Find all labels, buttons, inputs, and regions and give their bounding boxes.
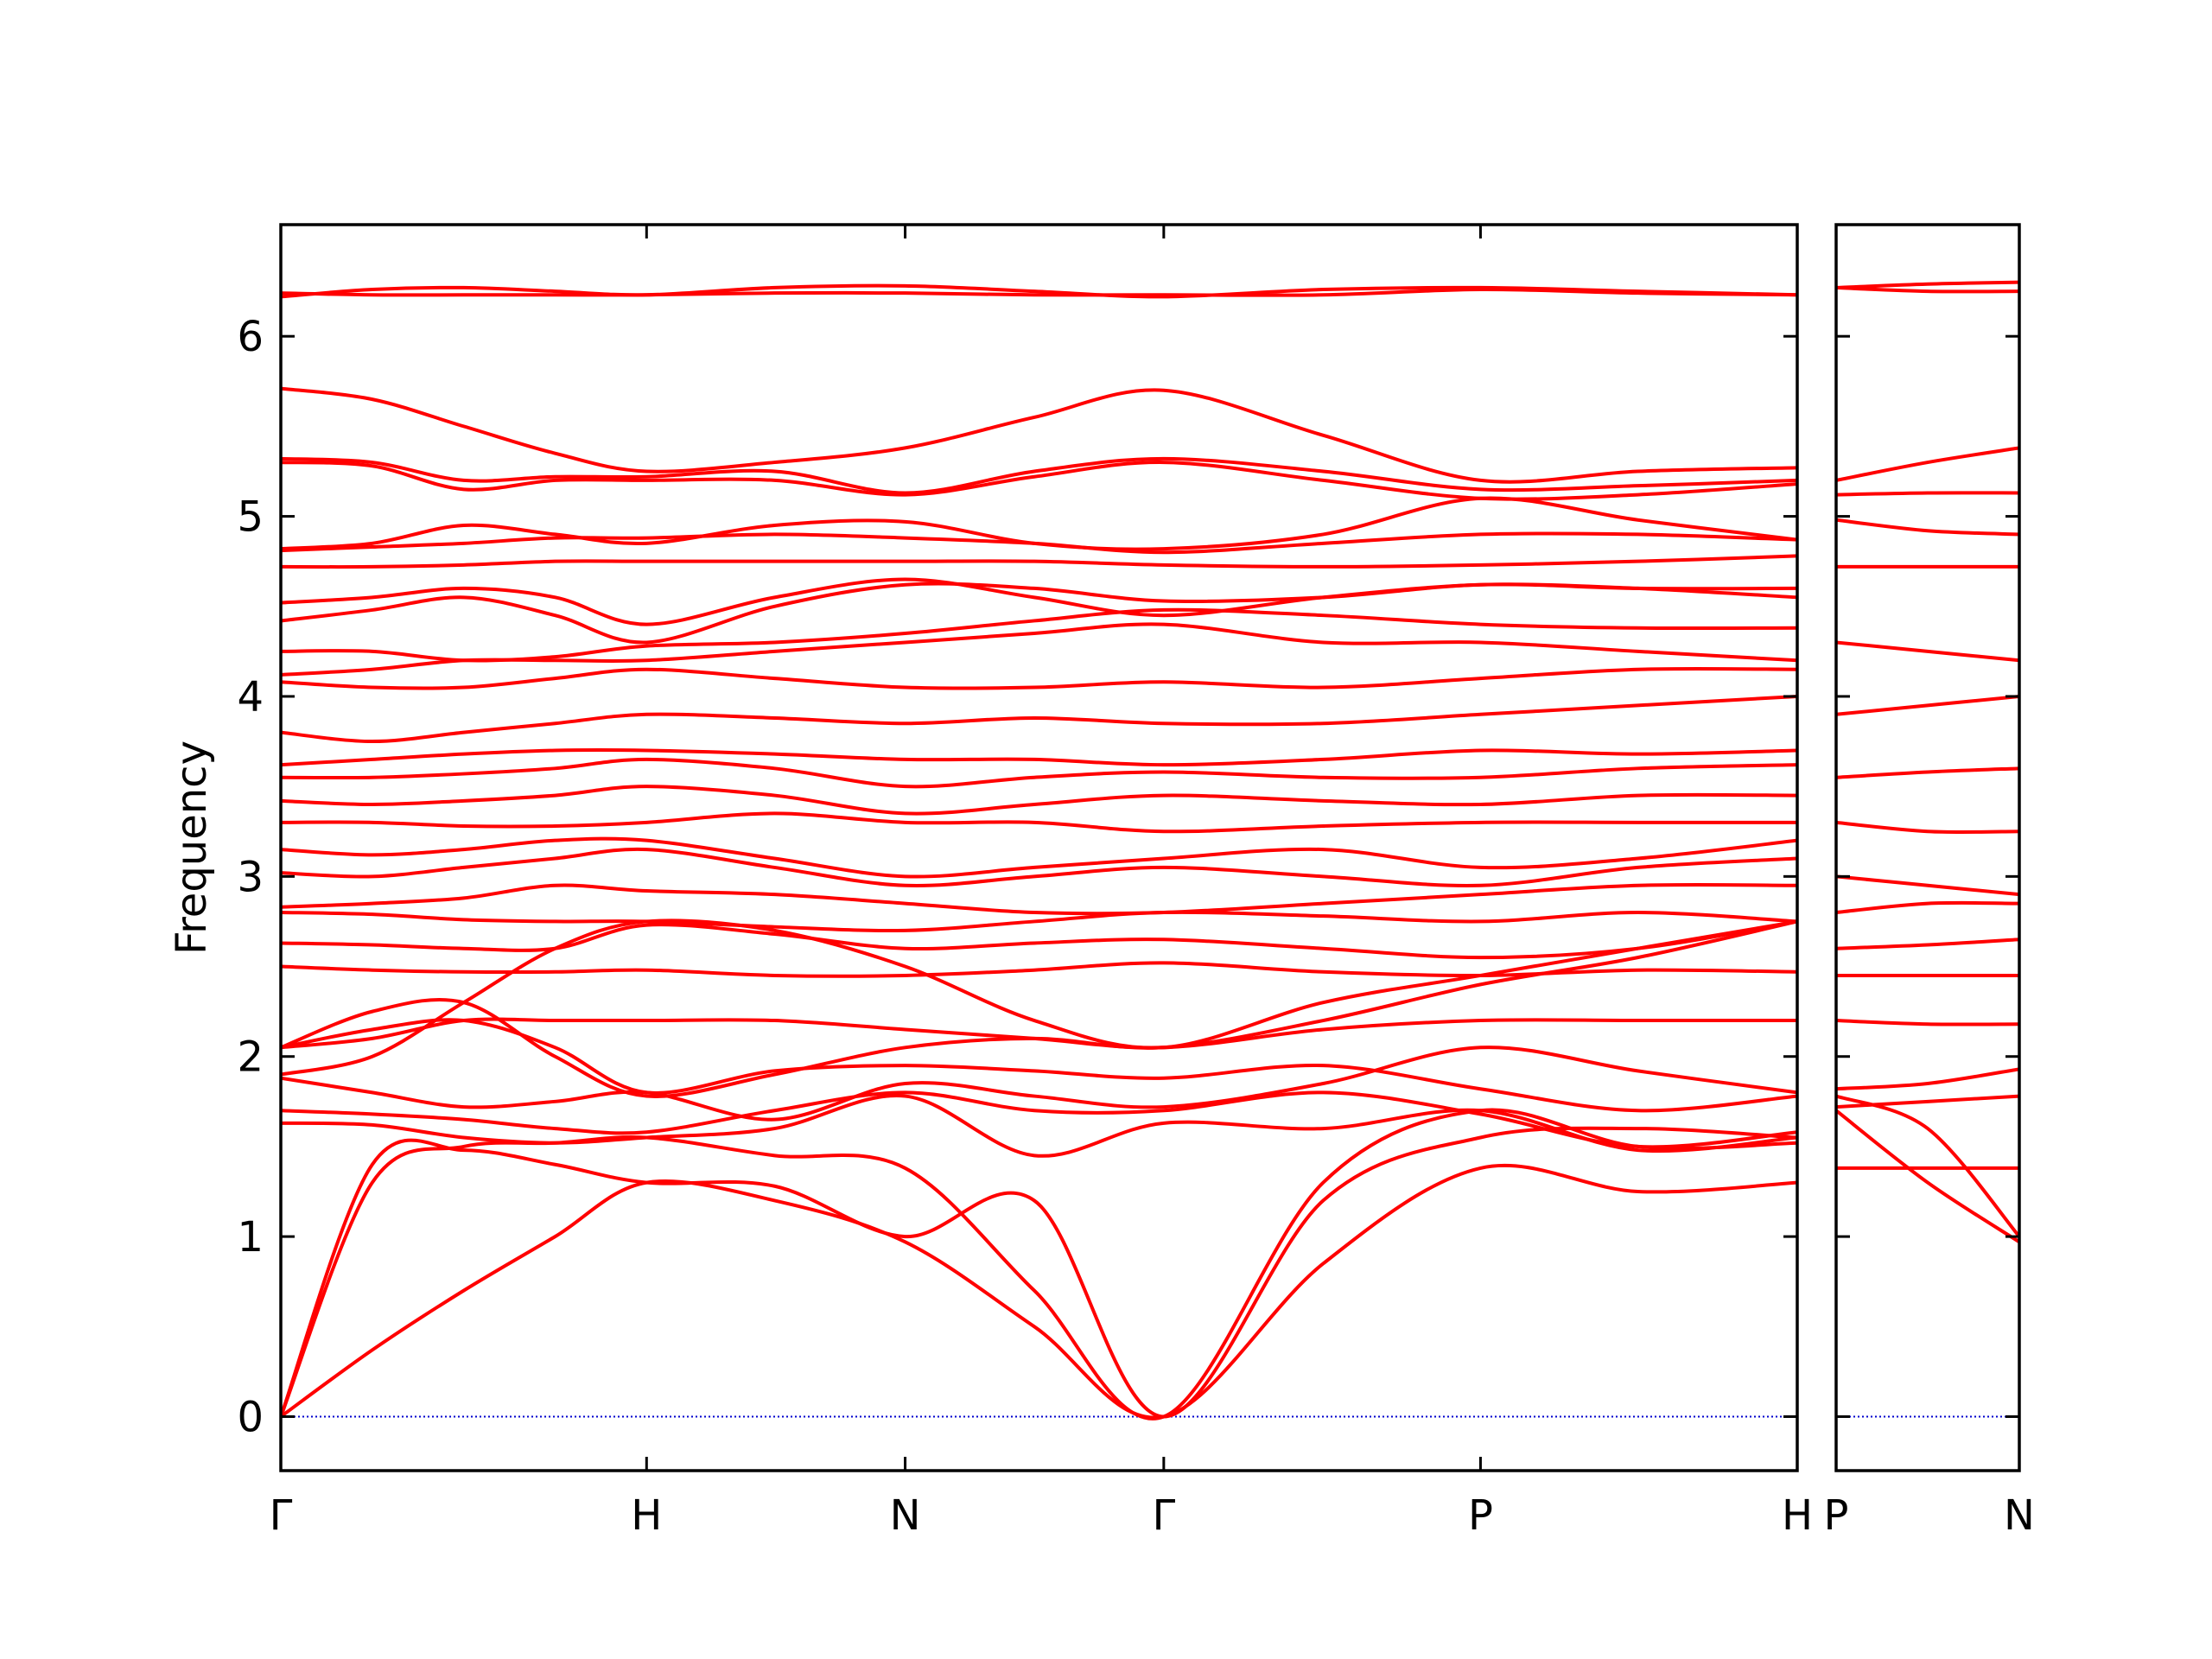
axes-frame bbox=[279, 223, 1799, 1472]
plot-area bbox=[281, 283, 1797, 1421]
band-line bbox=[281, 919, 1797, 1098]
x-tick-label: Γ bbox=[1152, 1491, 1175, 1540]
y-tick-label: 2 bbox=[237, 1033, 264, 1082]
x-tick-label: N bbox=[890, 1491, 921, 1540]
band-line bbox=[281, 287, 1797, 297]
band-line bbox=[281, 461, 1797, 501]
band-line bbox=[1836, 1094, 2019, 1109]
band-line bbox=[1836, 1094, 2019, 1238]
band-line bbox=[1836, 820, 2019, 835]
band-line bbox=[1836, 1019, 2019, 1027]
y-tick-label: 6 bbox=[237, 313, 264, 361]
band-line bbox=[1836, 518, 2019, 537]
band-line bbox=[1836, 640, 2019, 663]
band-line bbox=[281, 694, 1797, 744]
band-line bbox=[281, 1046, 1797, 1122]
x-tick-label: H bbox=[631, 1491, 662, 1540]
band-line bbox=[1836, 874, 2019, 897]
band-line bbox=[281, 666, 1797, 690]
band-line bbox=[281, 961, 1797, 978]
y-tick-label: 0 bbox=[237, 1393, 264, 1441]
band-line bbox=[1836, 938, 2019, 950]
band-line bbox=[1836, 280, 2019, 289]
band-line bbox=[281, 456, 1797, 495]
band-line bbox=[281, 918, 1797, 1077]
band-line bbox=[281, 747, 1797, 767]
band-line bbox=[281, 554, 1797, 569]
x-tick-label: Γ bbox=[270, 1491, 293, 1540]
band-line bbox=[281, 1018, 1797, 1113]
y-tick-label: 4 bbox=[237, 673, 264, 721]
band-line bbox=[281, 757, 1797, 789]
band-line bbox=[281, 1090, 1797, 1149]
band-line bbox=[1836, 446, 2019, 482]
band-line bbox=[281, 1094, 1797, 1158]
band-line bbox=[281, 622, 1797, 677]
x-tick-label: N bbox=[2004, 1491, 2035, 1540]
band-line bbox=[281, 847, 1797, 887]
band-line bbox=[281, 577, 1797, 626]
y-axis-label: Frequency bbox=[168, 741, 216, 955]
band-line bbox=[1836, 285, 2019, 294]
plot-area bbox=[1836, 280, 2019, 1418]
band-line bbox=[281, 607, 1797, 663]
band-line bbox=[281, 882, 1797, 916]
x-tick-label: P bbox=[1824, 1491, 1849, 1540]
band-line bbox=[281, 386, 1797, 484]
band-line bbox=[281, 910, 1797, 933]
band-line bbox=[281, 1163, 1797, 1420]
band-line bbox=[281, 836, 1797, 879]
y-tick-label: 1 bbox=[237, 1213, 264, 1262]
band-line bbox=[1836, 694, 2019, 716]
band-line bbox=[1836, 766, 2019, 779]
band-line bbox=[1836, 1109, 2019, 1244]
x-tick-label: H bbox=[1782, 1491, 1813, 1540]
band-line bbox=[281, 1126, 1797, 1419]
y-tick-label: 5 bbox=[237, 493, 264, 542]
band-line bbox=[281, 811, 1797, 834]
band-line bbox=[281, 531, 1797, 555]
band-line bbox=[1836, 900, 2019, 915]
band-line bbox=[281, 1017, 1797, 1050]
x-tick-label: P bbox=[1468, 1491, 1493, 1540]
band-line bbox=[1836, 491, 2019, 497]
axes-frame bbox=[1834, 223, 2021, 1472]
band-line bbox=[1836, 1067, 2019, 1091]
band-line bbox=[281, 785, 1797, 816]
band-line bbox=[281, 919, 1797, 960]
y-tick-label: 3 bbox=[237, 853, 264, 901]
